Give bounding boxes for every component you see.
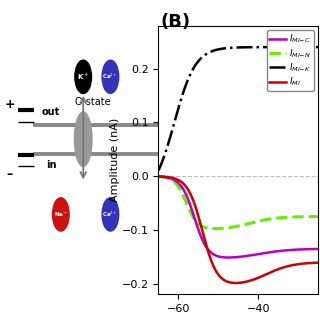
Circle shape xyxy=(52,198,69,231)
Text: in: in xyxy=(46,160,56,170)
Text: out: out xyxy=(42,107,60,117)
Circle shape xyxy=(102,60,119,93)
Ellipse shape xyxy=(75,112,92,166)
Legend: $I_{MI\mathrm{-}C}$, $I_{MI\mathrm{-}N}$, $I_{MI\mathrm{-}K}$, $I_{MI}$: $I_{MI\mathrm{-}C}$, $I_{MI\mathrm{-}N}$… xyxy=(267,30,314,91)
Text: –: – xyxy=(6,168,13,181)
Circle shape xyxy=(75,60,92,93)
Text: Ca$^{2+}$: Ca$^{2+}$ xyxy=(102,210,118,219)
Text: Na$^+$: Na$^+$ xyxy=(54,210,68,219)
Text: (B): (B) xyxy=(160,13,190,31)
Text: O state: O state xyxy=(75,97,111,108)
Y-axis label: Amplitude (nA): Amplitude (nA) xyxy=(110,118,120,202)
Circle shape xyxy=(102,198,119,231)
Text: +: + xyxy=(4,98,15,110)
Text: Ca$^{2+}$: Ca$^{2+}$ xyxy=(102,72,118,82)
Text: K$^+$: K$^+$ xyxy=(77,72,89,82)
